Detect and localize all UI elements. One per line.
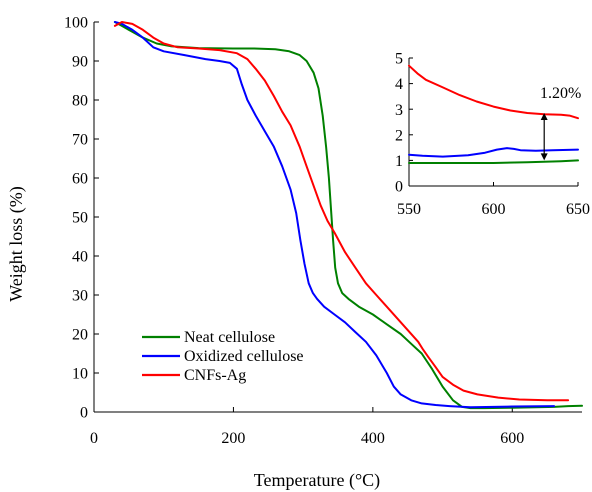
main-y-tick-label: 70 — [72, 132, 88, 149]
main-y-tick-label: 30 — [72, 288, 88, 305]
main-x-tick-label: 200 — [221, 430, 245, 447]
inset-series-line-oxidized-cellulose — [408, 147, 579, 158]
main-y-tick-label: 50 — [72, 210, 88, 227]
main-x-tick-label: 0 — [90, 430, 98, 447]
inset-series — [408, 64, 579, 164]
y-axis-label: Weight loss (%) — [6, 186, 27, 302]
inset-background — [400, 52, 590, 202]
main-x-tick-label: 400 — [361, 430, 385, 447]
main-y-tick-label: 100 — [64, 15, 88, 32]
legend-item-neat-cellulose: Neat cellulose — [142, 329, 275, 346]
main-y-tick-label: 60 — [72, 171, 88, 188]
main-y-tick-label: 90 — [72, 54, 88, 71]
legend: Neat cellulose Oxidized cellulose CNFs-A… — [142, 329, 304, 384]
inset-x-tick-label: 600 — [482, 201, 506, 218]
main-y-tick-label: 0 — [80, 405, 88, 422]
main-y-tick-label: 40 — [72, 249, 88, 266]
main-series-line-cnfs-ag — [113, 21, 570, 402]
legend-label-cnfs-ag: CNFs-Ag — [184, 367, 246, 384]
annotation-arrow-head-down — [540, 153, 548, 161]
inset-annotation: 1.20% — [540, 85, 581, 161]
inset-series-line-cnfs-ag — [408, 64, 579, 120]
inset-ticks: 0 1 2 3 4 5 550 600 650 — [395, 51, 590, 218]
legend-label-neat-cellulose: Neat cellulose — [184, 329, 275, 346]
main-y-tick-label: 20 — [72, 327, 88, 344]
main-y-tick-label: 80 — [72, 93, 88, 110]
legend-item-cnfs-ag: CNFs-Ag — [142, 367, 246, 384]
main-series — [113, 21, 583, 410]
inset-y-tick-label: 4 — [395, 76, 403, 93]
annotation-arrow-head-up — [540, 113, 548, 121]
inset-x-tick-label: 650 — [566, 201, 590, 218]
main-series-line-oxidized-cellulose — [113, 21, 556, 409]
main-x-tick-label: 600 — [500, 430, 524, 447]
inset-y-tick-label: 2 — [395, 127, 403, 144]
inset-y-tick-label: 5 — [395, 51, 403, 68]
legend-label-oxidized-cellulose: Oxidized cellulose — [184, 348, 304, 365]
main-series-line-neat-cellulose — [113, 21, 583, 410]
inset-x-tick-label: 550 — [397, 201, 421, 218]
x-axis-label: Temperature (°C) — [254, 470, 380, 491]
inset-y-tick-label: 3 — [395, 102, 403, 119]
legend-item-oxidized-cellulose: Oxidized cellulose — [142, 348, 304, 365]
inset-y-tick-label: 1 — [395, 153, 403, 170]
main-y-tick-label: 10 — [72, 366, 88, 383]
inset-y-tick-label: 0 — [395, 179, 403, 196]
inset-annotation-label: 1.20% — [540, 85, 581, 102]
inset-series-line-neat-cellulose — [408, 159, 579, 164]
